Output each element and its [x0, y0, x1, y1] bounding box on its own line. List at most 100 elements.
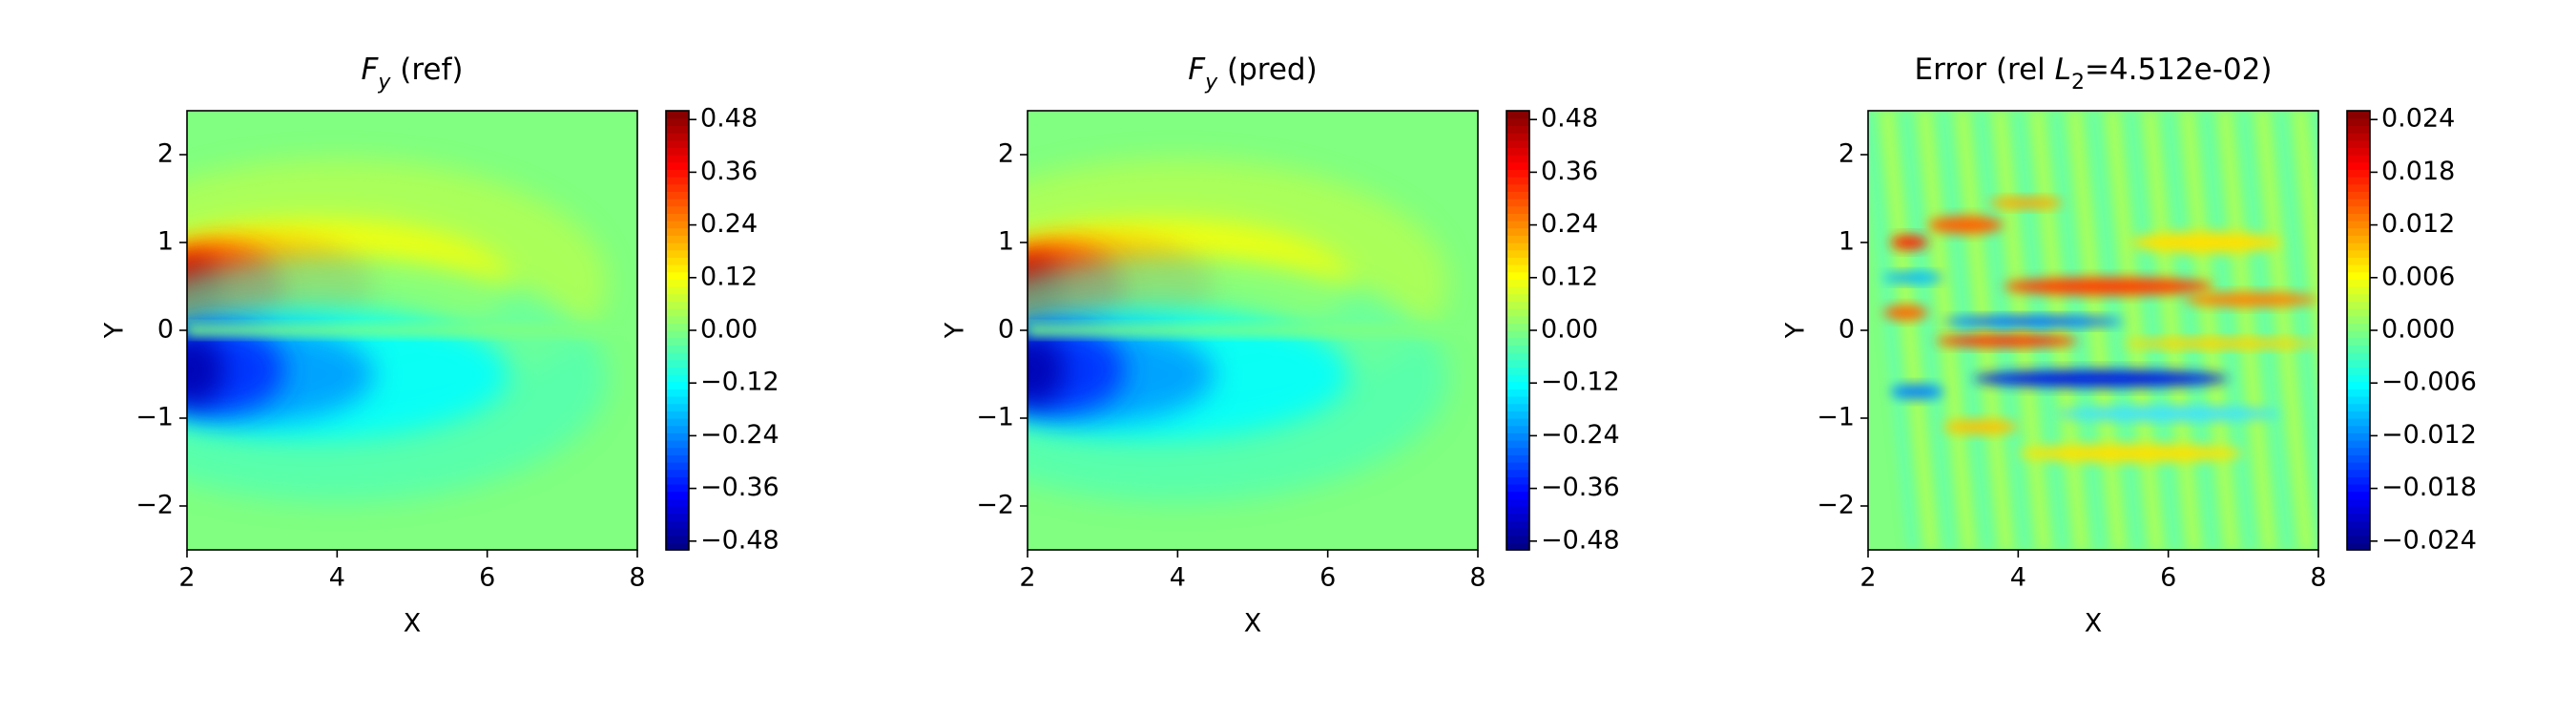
colorbar-step [1506, 476, 1529, 485]
colorbar-step [1506, 330, 1529, 339]
colorbar-step [2347, 183, 2370, 192]
ripple [1901, 111, 1956, 550]
colorbar-step [2347, 506, 2370, 515]
colorbar-step [2347, 484, 2370, 493]
colorbar-step [666, 418, 689, 427]
error-streak [1935, 334, 2079, 347]
colorbar-step [2347, 469, 2370, 477]
colorbar-step [666, 469, 689, 477]
colorbar-step [666, 367, 689, 375]
colorbar-step [1506, 345, 1529, 353]
y-tick-label: −1 [976, 403, 1014, 432]
y-tick-label: 1 [1839, 227, 1855, 257]
colorbar-tick-label: −0.24 [1541, 420, 1620, 450]
colorbar-step [2347, 381, 2370, 390]
colorbar-step [2347, 367, 2370, 375]
title-part: =4.512e-02) [2085, 53, 2273, 87]
colorbar-step [666, 169, 689, 178]
colorbar-step [1506, 111, 1529, 119]
error-streak [2003, 277, 2213, 296]
colorbar-step [1506, 520, 1529, 529]
title-part: (ref) [390, 53, 463, 87]
colorbar-step [1506, 374, 1529, 383]
colorbar-step [666, 381, 689, 390]
colorbar-step [666, 462, 689, 471]
ripple [2219, 111, 2275, 550]
x-tick-label: 8 [629, 563, 645, 593]
colorbar-step [666, 484, 689, 493]
y-tick-label: 2 [1839, 139, 1855, 169]
colorbar-step [1506, 257, 1529, 265]
colorbar-tick-label: 0.018 [2381, 157, 2455, 186]
colorbar-step [2347, 323, 2370, 331]
colorbar-tick-label: 0.48 [700, 104, 758, 134]
colorbar-step [1506, 155, 1529, 163]
colorbar-step [1506, 227, 1529, 236]
title-part: Error (rel [1915, 53, 2055, 87]
colorbar-step [666, 506, 689, 515]
colorbar-step [666, 520, 689, 529]
ripple [2182, 111, 2237, 550]
error-streak [1882, 305, 1928, 320]
colorbar-step [666, 133, 689, 141]
field [1868, 111, 2318, 550]
colorbar-step [666, 264, 689, 273]
colorbar-step [1506, 293, 1529, 302]
colorbar-step [1506, 139, 1529, 148]
x-tick-label: 4 [2010, 563, 2026, 593]
colorbar-step [666, 161, 689, 170]
colorbar-step [2347, 513, 2370, 521]
colorbar-step [666, 301, 689, 309]
ripple [2069, 111, 2125, 550]
colorbar-step [666, 155, 689, 163]
ripple [2126, 111, 2181, 550]
colorbar-step [666, 242, 689, 251]
x-axis-label: X [2085, 609, 2103, 639]
colorbar-step [2347, 432, 2370, 441]
y-tick-label: 0 [1839, 315, 1855, 345]
colorbar-step [2347, 498, 2370, 507]
colorbar-step [666, 528, 689, 537]
colorbar-step [666, 513, 689, 521]
colorbar-step [666, 476, 689, 485]
colorbar-step [2347, 227, 2370, 236]
colorbar-step [1506, 213, 1529, 221]
colorbar-step [2347, 374, 2370, 383]
colorbar-step [666, 117, 689, 126]
y-tick-label: −2 [1817, 491, 1855, 520]
colorbar-step [666, 286, 689, 295]
colorbar-tick-label: −0.36 [1541, 473, 1620, 502]
colorbar-step [2347, 315, 2370, 324]
colorbar-step [666, 257, 689, 265]
y-tick-label: 2 [157, 139, 174, 169]
colorbar-step [1506, 454, 1529, 463]
colorbar-step [1506, 117, 1529, 126]
colorbar-step [2347, 257, 2370, 265]
x-tick-label: 6 [2160, 563, 2176, 593]
colorbar-step [2347, 447, 2370, 455]
error-streak [1882, 272, 1943, 284]
colorbar-step [666, 111, 689, 119]
title-part: y [1204, 71, 1218, 95]
ripple [1994, 111, 2049, 550]
ripple [2163, 111, 2218, 550]
colorbar-step [2347, 389, 2370, 397]
colorbar-step [2347, 542, 2370, 551]
colorbar-tick-label: −0.012 [2381, 420, 2477, 450]
colorbar-step [666, 191, 689, 200]
colorbar-tick-label: −0.12 [700, 368, 779, 397]
colorbar-step [1506, 447, 1529, 455]
colorbar-tick-label: −0.48 [1541, 525, 1620, 555]
title-part: y [377, 71, 391, 95]
error-streak [1890, 385, 1943, 399]
colorbar-step [2347, 359, 2370, 368]
colorbar-tick-label: 0.00 [1541, 315, 1598, 345]
title-part: 2 [2071, 71, 2085, 95]
colorbar-step [666, 308, 689, 317]
colorbar-step [2347, 440, 2370, 449]
colorbar-step [1506, 491, 1529, 499]
colorbar-step [1506, 286, 1529, 295]
colorbar-step [2347, 345, 2370, 353]
colorbar-step [2347, 155, 2370, 163]
